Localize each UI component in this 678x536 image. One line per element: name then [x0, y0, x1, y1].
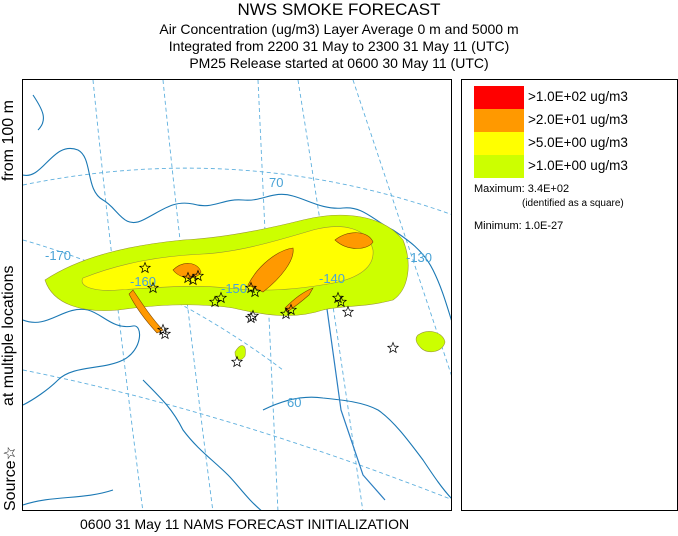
integration-subtitle: Integrated from 2200 31 May to 2300 31 M…	[168, 38, 510, 54]
longitude-170-line	[92, 80, 144, 510]
legend-swatch-4	[474, 155, 524, 178]
grid-label-60: 60	[287, 395, 301, 410]
longitude-130-line	[352, 80, 451, 376]
map-canvas: 70 -170 -160 -150 -140 -130 60	[23, 80, 451, 510]
source-side-label: Source☆ at multiple locations from 100 m	[0, 79, 19, 511]
grid-label-170: -170	[45, 248, 71, 263]
smoke-map[interactable]: 70 -170 -160 -150 -140 -130 60	[22, 79, 452, 511]
legend-label-2: >2.0E+01 ug/m3	[528, 112, 628, 127]
source-star-2	[146, 281, 160, 294]
source-star-8	[208, 295, 222, 308]
locations-label: at multiple locations	[0, 265, 17, 406]
source-star-17	[334, 295, 348, 308]
plume-level-2	[81, 226, 374, 291]
plume-hotspot-2	[247, 247, 294, 293]
source-star-5	[181, 271, 195, 284]
legend-swatch-1	[474, 86, 524, 109]
source-markers	[138, 261, 400, 368]
latitude-mid-line	[23, 239, 284, 371]
grid-label-140: -140	[319, 271, 345, 286]
source-star-15	[284, 303, 298, 316]
source-star-20	[230, 355, 244, 368]
island-nw	[32, 94, 44, 131]
from-height-label: from 100 m	[0, 100, 17, 181]
legend-swatch-2	[474, 109, 524, 132]
initialization-footer: 0600 31 May 11 NAMS FORECAST INITIALIZAT…	[80, 516, 410, 532]
source-star-13	[246, 309, 260, 322]
grid-label-160: -160	[130, 274, 156, 289]
source-star-19	[386, 341, 400, 354]
release-subtitle: PM25 Release started at 0600 30 May 11 (…	[189, 55, 489, 71]
grid-label-70: 70	[269, 175, 283, 190]
western-coast	[23, 308, 141, 406]
longitude-160-line	[162, 80, 214, 510]
arctic-coast	[23, 147, 451, 321]
smoke-plume	[44, 214, 446, 360]
legend-minimum: Minimum: 1.0E-27	[474, 220, 564, 232]
legend-label-3: >5.0E+00 ug/m3	[528, 135, 628, 150]
legend-maximum: Maximum: 3.4E+02	[474, 183, 570, 195]
legend-maximum-note: (identified as a square)	[522, 198, 624, 209]
grid-label-130: -130	[406, 250, 432, 265]
plume-patch-east	[415, 331, 446, 353]
longitude-150-line	[257, 80, 279, 510]
source-star-9	[214, 291, 228, 304]
plume-hotspot-5	[334, 232, 374, 249]
latitude-70-line	[23, 167, 451, 215]
source-star-18	[341, 305, 355, 318]
legend-panel: >1.0E+02 ug/m3 >2.0E+01 ug/m3 >5.0E+00 u…	[461, 79, 678, 511]
legend-label-1: >1.0E+02 ug/m3	[528, 89, 628, 104]
plume-hotspot-4	[284, 287, 314, 313]
source-label: Source☆	[2, 445, 19, 511]
grid-label-150: -150	[221, 281, 247, 296]
source-star-4	[158, 327, 172, 340]
plume-hotspot-3	[128, 289, 164, 334]
source-star-7	[191, 269, 205, 282]
coastline	[23, 94, 451, 510]
source-star-1	[138, 261, 152, 274]
source-star-12	[244, 311, 258, 324]
legend-label-4: >1.0E+00 ug/m3	[528, 158, 628, 173]
source-star-6	[186, 273, 200, 286]
latitude-60-line	[23, 369, 451, 500]
forecast-title: NWS SMOKE FORECAST	[237, 0, 441, 19]
source-star-14	[279, 307, 293, 320]
gulf-coast	[262, 396, 451, 499]
aleutian-chain	[23, 489, 114, 506]
concentration-subtitle: Air Concentration (ug/m3) Layer Average …	[159, 21, 519, 37]
source-star-11	[248, 285, 262, 298]
peninsula-coast	[142, 379, 262, 510]
legend-swatch-3	[474, 132, 524, 155]
